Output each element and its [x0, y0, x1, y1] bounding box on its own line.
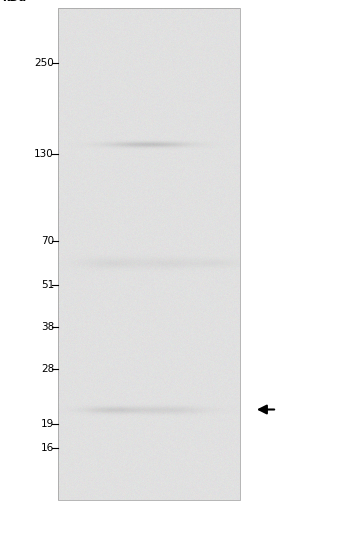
- Text: 38: 38: [41, 322, 54, 332]
- Bar: [58, 8, 240, 500]
- Text: 19: 19: [41, 418, 54, 429]
- Text: 16: 16: [41, 442, 54, 452]
- Text: 130: 130: [34, 149, 54, 159]
- Text: 250: 250: [34, 58, 54, 68]
- Text: 70: 70: [41, 236, 54, 246]
- Text: 51: 51: [41, 281, 54, 290]
- Text: kDa: kDa: [2, 0, 26, 3]
- Text: 28: 28: [41, 364, 54, 374]
